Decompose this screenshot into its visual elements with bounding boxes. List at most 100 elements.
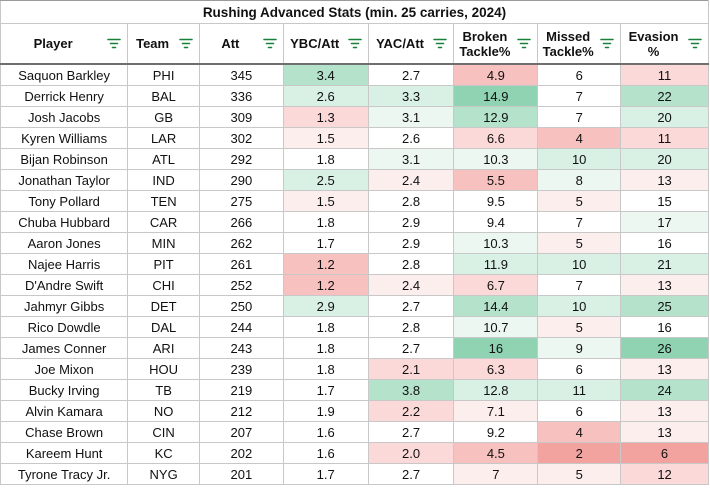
cell-player[interactable]: Saquon Barkley: [0, 63, 129, 86]
cell-eva[interactable]: 16: [620, 232, 709, 254]
cell-eva[interactable]: 24: [620, 379, 709, 401]
cell-btk[interactable]: 10.3: [453, 148, 539, 170]
cell-mtk[interactable]: 6: [537, 358, 622, 380]
cell-yac[interactable]: 2.4: [367, 274, 455, 296]
column-header-eva[interactable]: Evasion %: [620, 23, 709, 65]
filter-icon[interactable]: [347, 38, 362, 50]
cell-player[interactable]: Tyrone Tracy Jr.: [0, 463, 129, 485]
cell-player[interactable]: Kareem Hunt: [0, 442, 129, 464]
cell-att[interactable]: 261: [198, 253, 284, 275]
cell-team[interactable]: LAR: [127, 127, 200, 149]
cell-mtk[interactable]: 7: [537, 274, 622, 296]
column-header-ybc[interactable]: YBC/Att: [282, 23, 369, 65]
cell-att[interactable]: 244: [198, 316, 284, 338]
cell-eva[interactable]: 6: [620, 442, 709, 464]
cell-player[interactable]: Jonathan Taylor: [0, 169, 129, 191]
cell-player[interactable]: Bucky Irving: [0, 379, 129, 401]
cell-ybc[interactable]: 1.7: [282, 232, 369, 254]
cell-eva[interactable]: 13: [620, 274, 709, 296]
cell-att[interactable]: 292: [198, 148, 284, 170]
cell-btk[interactable]: 12.8: [453, 379, 539, 401]
cell-btk[interactable]: 14.9: [453, 85, 539, 107]
cell-eva[interactable]: 13: [620, 358, 709, 380]
cell-player[interactable]: James Conner: [0, 337, 129, 359]
cell-yac[interactable]: 2.0: [367, 442, 455, 464]
cell-mtk[interactable]: 2: [537, 442, 622, 464]
cell-btk[interactable]: 6.7: [453, 274, 539, 296]
cell-team[interactable]: IND: [127, 169, 200, 191]
cell-eva[interactable]: 11: [620, 63, 709, 86]
cell-player[interactable]: Bijan Robinson: [0, 148, 129, 170]
cell-ybc[interactable]: 2.6: [282, 85, 369, 107]
cell-team[interactable]: PIT: [127, 253, 200, 275]
cell-eva[interactable]: 11: [620, 127, 709, 149]
column-header-player[interactable]: Player: [0, 23, 129, 65]
cell-btk[interactable]: 11.9: [453, 253, 539, 275]
cell-yac[interactable]: 2.4: [367, 169, 455, 191]
filter-icon[interactable]: [688, 38, 702, 50]
cell-mtk[interactable]: 11: [537, 379, 622, 401]
cell-att[interactable]: 309: [198, 106, 284, 128]
cell-btk[interactable]: 7: [453, 463, 539, 485]
cell-team[interactable]: CAR: [127, 211, 200, 233]
cell-btk[interactable]: 10.7: [453, 316, 539, 338]
cell-yac[interactable]: 2.6: [367, 127, 455, 149]
cell-btk[interactable]: 9.4: [453, 211, 539, 233]
cell-ybc[interactable]: 1.7: [282, 379, 369, 401]
cell-att[interactable]: 266: [198, 211, 284, 233]
cell-mtk[interactable]: 10: [537, 148, 622, 170]
cell-ybc[interactable]: 1.6: [282, 442, 369, 464]
cell-ybc[interactable]: 1.7: [282, 463, 369, 485]
cell-att[interactable]: 262: [198, 232, 284, 254]
cell-mtk[interactable]: 7: [537, 106, 622, 128]
cell-player[interactable]: Rico Dowdle: [0, 316, 129, 338]
cell-att[interactable]: 275: [198, 190, 284, 212]
cell-btk[interactable]: 4.9: [453, 63, 539, 86]
cell-eva[interactable]: 20: [620, 106, 709, 128]
cell-att[interactable]: 207: [198, 421, 284, 443]
cell-mtk[interactable]: 4: [537, 421, 622, 443]
cell-player[interactable]: Alvin Kamara: [0, 400, 129, 422]
cell-eva[interactable]: 13: [620, 400, 709, 422]
cell-att[interactable]: 243: [198, 337, 284, 359]
cell-ybc[interactable]: 1.8: [282, 337, 369, 359]
cell-mtk[interactable]: 4: [537, 127, 622, 149]
cell-player[interactable]: Chase Brown: [0, 421, 129, 443]
cell-btk[interactable]: 9.5: [453, 190, 539, 212]
cell-ybc[interactable]: 1.3: [282, 106, 369, 128]
cell-yac[interactable]: 2.7: [367, 337, 455, 359]
cell-att[interactable]: 252: [198, 274, 284, 296]
cell-team[interactable]: DAL: [127, 316, 200, 338]
cell-eva[interactable]: 16: [620, 316, 709, 338]
cell-team[interactable]: ATL: [127, 148, 200, 170]
cell-eva[interactable]: 13: [620, 169, 709, 191]
cell-team[interactable]: GB: [127, 106, 200, 128]
cell-team[interactable]: CIN: [127, 421, 200, 443]
cell-mtk[interactable]: 6: [537, 400, 622, 422]
cell-player[interactable]: Josh Jacobs: [0, 106, 129, 128]
cell-team[interactable]: CHI: [127, 274, 200, 296]
cell-btk[interactable]: 16: [453, 337, 539, 359]
cell-att[interactable]: 202: [198, 442, 284, 464]
filter-icon[interactable]: [517, 38, 532, 50]
cell-eva[interactable]: 20: [620, 148, 709, 170]
cell-yac[interactable]: 2.2: [367, 400, 455, 422]
cell-yac[interactable]: 3.1: [367, 148, 455, 170]
cell-mtk[interactable]: 5: [537, 232, 622, 254]
cell-mtk[interactable]: 5: [537, 316, 622, 338]
filter-icon[interactable]: [433, 38, 448, 50]
cell-mtk[interactable]: 6: [537, 63, 622, 86]
column-header-btk[interactable]: Broken Tackle%: [453, 23, 539, 65]
cell-yac[interactable]: 2.1: [367, 358, 455, 380]
cell-yac[interactable]: 3.3: [367, 85, 455, 107]
cell-yac[interactable]: 2.8: [367, 316, 455, 338]
cell-btk[interactable]: 14.4: [453, 295, 539, 317]
cell-player[interactable]: Kyren Williams: [0, 127, 129, 149]
cell-mtk[interactable]: 8: [537, 169, 622, 191]
cell-team[interactable]: NYG: [127, 463, 200, 485]
filter-icon[interactable]: [600, 38, 614, 50]
cell-ybc[interactable]: 1.8: [282, 358, 369, 380]
cell-mtk[interactable]: 7: [537, 211, 622, 233]
cell-team[interactable]: NO: [127, 400, 200, 422]
cell-ybc[interactable]: 1.8: [282, 211, 369, 233]
